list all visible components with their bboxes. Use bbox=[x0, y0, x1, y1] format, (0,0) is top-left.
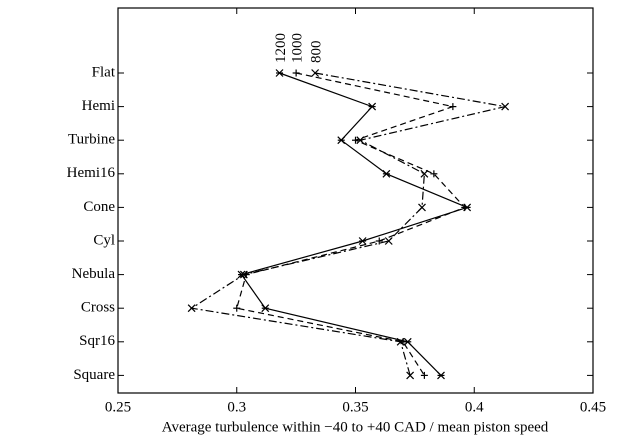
series-label: 800 bbox=[309, 41, 325, 64]
series-label: 1200 bbox=[273, 33, 289, 63]
marker-stroke bbox=[311, 69, 320, 77]
marker-stroke bbox=[384, 237, 393, 245]
marker bbox=[406, 371, 415, 380]
x-tick-label: 0.25 bbox=[105, 399, 131, 415]
series-line bbox=[240, 72, 469, 376]
marker-stroke bbox=[501, 102, 510, 111]
y-tick-label: Cyl bbox=[93, 232, 115, 248]
marker bbox=[382, 169, 391, 178]
marker-stroke bbox=[187, 304, 196, 313]
marker-stroke bbox=[406, 371, 415, 380]
y-tick-label: Turbine bbox=[68, 132, 115, 148]
x-axis-label: Average turbulence within −40 to +40 CAD… bbox=[162, 419, 549, 435]
marker-stroke bbox=[403, 337, 412, 346]
marker bbox=[437, 371, 445, 380]
marker bbox=[275, 69, 284, 77]
marker bbox=[187, 304, 196, 313]
marker-stroke bbox=[275, 69, 284, 77]
marker bbox=[261, 304, 270, 313]
marker bbox=[233, 304, 241, 312]
marker bbox=[368, 102, 377, 111]
marker bbox=[384, 237, 393, 245]
series-line bbox=[235, 72, 466, 376]
marker bbox=[356, 136, 365, 145]
marker bbox=[239, 270, 248, 279]
y-tick-label: Sqr16 bbox=[79, 333, 115, 349]
y-tick-label: Hemi bbox=[82, 98, 115, 114]
y-tick-label: Cone bbox=[83, 199, 115, 215]
marker bbox=[420, 169, 429, 178]
marker-stroke bbox=[382, 169, 391, 178]
x-tick-label: 0.4 bbox=[465, 399, 484, 415]
marker bbox=[396, 337, 405, 346]
marker-stroke bbox=[237, 270, 246, 279]
y-tick-label: Cross bbox=[81, 300, 115, 316]
marker bbox=[420, 371, 428, 379]
marker-stroke bbox=[261, 304, 270, 313]
marker bbox=[461, 203, 469, 211]
marker bbox=[449, 103, 457, 111]
x-tick-label: 0.3 bbox=[227, 399, 246, 415]
plot-frame bbox=[117, 7, 594, 394]
marker bbox=[292, 69, 300, 77]
y-tick-label: Square bbox=[73, 367, 115, 383]
marker-stroke bbox=[337, 136, 346, 145]
marker-stroke bbox=[358, 237, 367, 245]
marker bbox=[375, 237, 383, 245]
series-label: 1000 bbox=[290, 33, 306, 63]
marker bbox=[352, 136, 359, 144]
y-tick-label: Flat bbox=[92, 64, 116, 80]
marker-stroke bbox=[418, 203, 426, 212]
marker bbox=[311, 69, 320, 77]
y-tick-label: Nebula bbox=[72, 266, 116, 282]
marker-stroke bbox=[239, 270, 248, 279]
marker-stroke bbox=[420, 169, 429, 178]
marker bbox=[358, 237, 367, 245]
x-tick-label: 0.45 bbox=[580, 399, 606, 415]
x-tick-label: 0.35 bbox=[342, 399, 368, 415]
marker bbox=[501, 102, 510, 111]
series-line bbox=[189, 72, 506, 376]
y-tick-label: Hemi16 bbox=[67, 165, 116, 181]
marker-stroke bbox=[437, 371, 445, 380]
marker-stroke bbox=[368, 102, 377, 111]
marker bbox=[337, 136, 346, 145]
marker bbox=[418, 203, 426, 212]
marker bbox=[430, 170, 438, 178]
marker-stroke bbox=[396, 337, 405, 346]
marker-stroke bbox=[356, 136, 365, 145]
